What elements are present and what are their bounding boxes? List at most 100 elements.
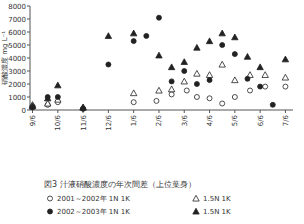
x-tick — [32, 110, 33, 113]
point — [168, 64, 174, 70]
y-tick — [27, 58, 30, 59]
point — [219, 61, 225, 67]
point — [282, 74, 288, 80]
point — [206, 72, 212, 78]
x-tick — [209, 110, 210, 113]
x-tick — [285, 110, 286, 113]
y-label: 硝酸濃度 mg L⁻¹ — [1, 31, 9, 86]
point — [194, 95, 199, 100]
y-tick — [27, 45, 30, 46]
point — [130, 30, 136, 36]
y-tick — [27, 97, 30, 98]
x-tick — [133, 110, 134, 113]
point — [263, 84, 268, 89]
point — [257, 64, 263, 70]
y-tick — [27, 71, 30, 72]
y-tick — [27, 6, 30, 7]
x-tick-label: 1/6 — [130, 114, 138, 126]
point — [283, 84, 288, 89]
x-tick — [234, 110, 235, 113]
point — [156, 87, 162, 93]
point — [232, 77, 238, 83]
x-tick-label: 4/6 — [206, 114, 214, 126]
y-tick — [27, 32, 30, 33]
point — [232, 34, 238, 40]
legend-marker — [48, 209, 53, 214]
point — [182, 69, 187, 74]
point — [55, 82, 61, 88]
y-tick-label: 2000 — [8, 81, 26, 89]
point — [45, 95, 51, 101]
x-tick — [184, 110, 185, 113]
legend-label: 2002～2003年 1N 1K — [57, 208, 130, 216]
point — [194, 70, 200, 76]
x-tick-label: 6/6 — [257, 114, 265, 126]
x-tick-label: 3/6 — [181, 114, 189, 126]
point — [131, 39, 136, 44]
point — [248, 88, 253, 93]
point — [181, 59, 187, 65]
y-tick-label: 0 — [22, 107, 26, 115]
point — [169, 79, 174, 84]
legend-label: 1.5N 1K — [203, 195, 231, 203]
plot-points — [29, 15, 288, 111]
y-tick-label: 1000 — [8, 94, 26, 102]
point — [156, 52, 162, 58]
point — [131, 100, 136, 105]
point — [194, 44, 200, 50]
y-tick-label: 6000 — [8, 29, 26, 37]
x-axis — [30, 110, 293, 111]
x-tick — [57, 110, 58, 113]
point — [194, 82, 199, 87]
y-tick-label: 4000 — [8, 55, 26, 63]
x-tick-label: 11/6 — [80, 114, 88, 130]
point — [207, 96, 212, 101]
y-tick-label: 3000 — [8, 68, 26, 76]
x-tick — [158, 110, 159, 113]
point — [29, 103, 35, 109]
point — [55, 95, 60, 100]
point — [130, 90, 136, 96]
point — [144, 33, 149, 38]
x-tick — [260, 110, 261, 113]
point — [270, 102, 275, 107]
y-tick-label: 8000 — [8, 3, 26, 11]
point — [258, 84, 263, 89]
point — [169, 92, 174, 97]
x-tick-label: 7/6 — [282, 114, 290, 126]
x-tick-label: 9/6 — [29, 114, 37, 126]
point — [105, 33, 111, 39]
legend-marker — [193, 195, 199, 201]
y-tick-label: 5000 — [8, 42, 26, 50]
y-tick — [27, 110, 30, 111]
point — [184, 88, 189, 93]
x-tick — [108, 110, 109, 113]
title: 図3 汁液硝酸濃度の年次間差（上位葉身） — [44, 180, 196, 189]
point — [156, 15, 161, 20]
point — [206, 38, 212, 44]
point — [220, 43, 225, 48]
x-tick-label: 5/6 — [231, 114, 239, 126]
y-tick — [27, 19, 30, 20]
point — [106, 62, 111, 67]
point — [80, 104, 86, 110]
y-tick-label: 7000 — [8, 16, 26, 24]
point — [154, 98, 159, 103]
x-tick-label: 10/6 — [54, 114, 62, 130]
point — [245, 76, 250, 81]
point — [220, 101, 225, 106]
point — [232, 52, 237, 57]
point — [282, 56, 288, 62]
legend-label: 1.5N 1K — [203, 208, 231, 216]
point — [232, 95, 237, 100]
legend-marker — [48, 196, 53, 201]
point — [244, 54, 250, 60]
legend-marker — [193, 208, 199, 214]
point — [262, 72, 268, 78]
point — [168, 86, 174, 92]
legend-label: 2001～2002年 1N 1K — [57, 195, 130, 203]
y-tick — [27, 84, 30, 85]
x-tick-label: 2/6 — [155, 114, 163, 126]
point — [181, 78, 187, 84]
point — [219, 30, 225, 36]
